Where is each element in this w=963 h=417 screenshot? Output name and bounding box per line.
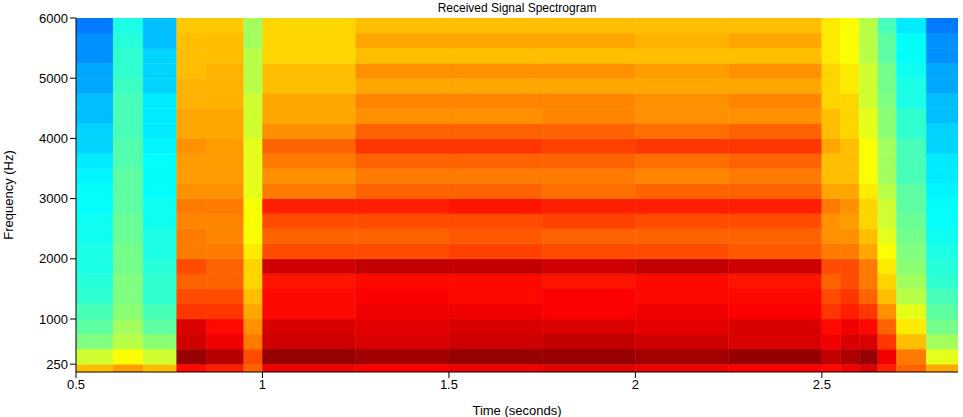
svg-text:6000: 6000 bbox=[39, 11, 68, 26]
svg-text:4000: 4000 bbox=[39, 131, 68, 146]
svg-text:2.5: 2.5 bbox=[813, 377, 831, 392]
svg-text:1: 1 bbox=[259, 377, 266, 392]
svg-text:3000: 3000 bbox=[39, 191, 68, 206]
svg-text:2000: 2000 bbox=[39, 251, 68, 266]
svg-text:0.5: 0.5 bbox=[67, 377, 85, 392]
svg-text:5000: 5000 bbox=[39, 71, 68, 86]
svg-text:Time (seconds): Time (seconds) bbox=[472, 403, 561, 417]
svg-text:1.5: 1.5 bbox=[440, 377, 458, 392]
html-text:Received Signal Spectrogram: Received Signal Spectrogram bbox=[437, 1, 597, 15]
svg-text:250: 250 bbox=[46, 357, 68, 372]
svg-text:Frequency (Hz): Frequency (Hz) bbox=[1, 150, 16, 240]
svg-text:2: 2 bbox=[632, 377, 639, 392]
svg-text:1000: 1000 bbox=[39, 312, 68, 327]
